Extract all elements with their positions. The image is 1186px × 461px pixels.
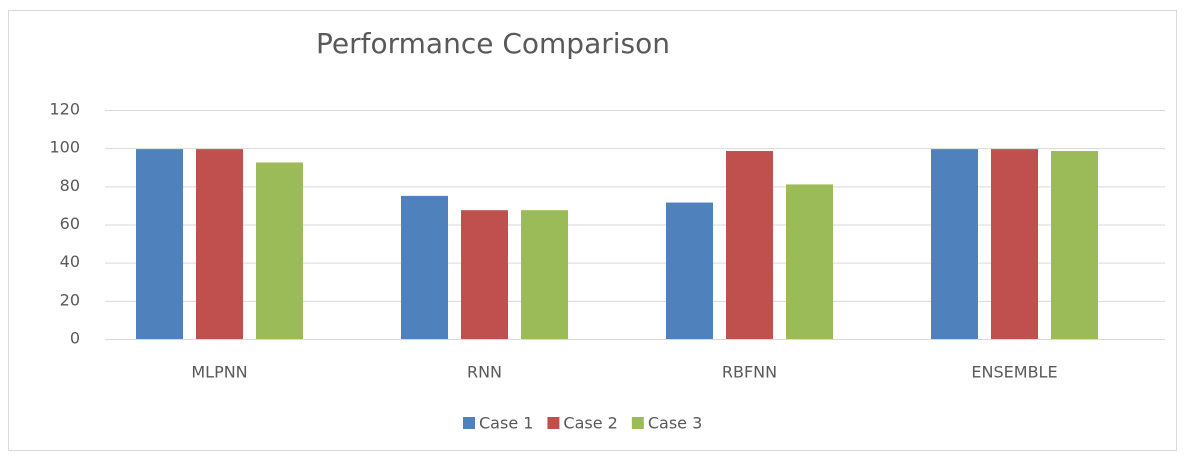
x-tick-label: RBFNN [722,363,777,382]
bar [256,162,303,339]
legend-swatch [547,417,560,429]
bar [931,149,978,339]
y-tick-label: 100 [49,138,80,157]
bar [521,210,568,339]
legend-label: Case 1 [479,414,533,433]
y-tick-label: 0 [70,329,80,348]
x-tick-label: MLPNN [191,363,247,382]
legend-swatch [631,417,644,429]
y-tick-label: 120 [49,100,80,119]
bar [1051,151,1098,339]
y-tick-label: 40 [60,252,80,271]
y-tick-label: 80 [60,176,80,195]
x-tick-label: RNN [467,363,502,382]
bar [401,195,448,339]
legend-swatch [463,417,475,429]
bar [991,149,1038,339]
chart-title: Performance Comparison [316,27,670,60]
legend-label: Case 2 [563,414,617,433]
bar [666,202,713,339]
bar [786,184,833,339]
y-tick-label: 60 [60,214,80,233]
x-tick-label: ENSEMBLE [971,363,1057,382]
y-tick-label: 20 [60,290,80,309]
bar [196,149,243,339]
bar [726,151,773,339]
bar [461,210,508,339]
legend-label: Case 3 [648,414,702,433]
bar [136,149,183,339]
